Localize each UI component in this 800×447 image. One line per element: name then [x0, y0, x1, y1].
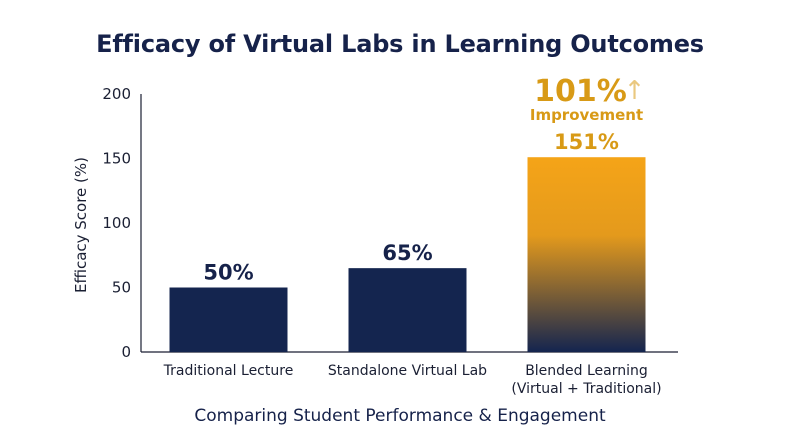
labels: 50% Traditional Lecture 65% Standalone Virt…: [163, 74, 662, 397]
category-label: Traditional Lecture: [163, 363, 294, 379]
improvement-value: 101%: [534, 74, 627, 109]
category-label: Standalone Virtual Lab: [328, 363, 487, 379]
improvement-label: Improvement: [530, 106, 643, 124]
bars: [169, 157, 646, 352]
up-arrow-icon: ↑: [624, 76, 646, 106]
bar: [527, 157, 646, 352]
chart-subtitle: Comparing Student Performance & Engageme…: [194, 406, 606, 426]
category-label: (Virtual + Traditional): [511, 381, 661, 397]
y-tick-label: 50: [112, 279, 131, 297]
y-tick-label: 200: [102, 85, 131, 103]
y-tick-label: 0: [121, 343, 131, 361]
bar: [348, 268, 467, 352]
y-tick-label: 150: [102, 150, 131, 168]
category-label: Blended Learning: [525, 363, 648, 379]
y-tick-label: 100: [102, 214, 131, 232]
data-label: 65%: [382, 241, 432, 265]
data-label: 50%: [203, 261, 253, 285]
y-axis-label: Efficacy Score (%): [72, 157, 90, 293]
chart-title: Efficacy of Virtual Labs in Learning Out…: [96, 30, 704, 58]
data-label: 151%: [554, 130, 619, 154]
bar: [169, 287, 288, 352]
